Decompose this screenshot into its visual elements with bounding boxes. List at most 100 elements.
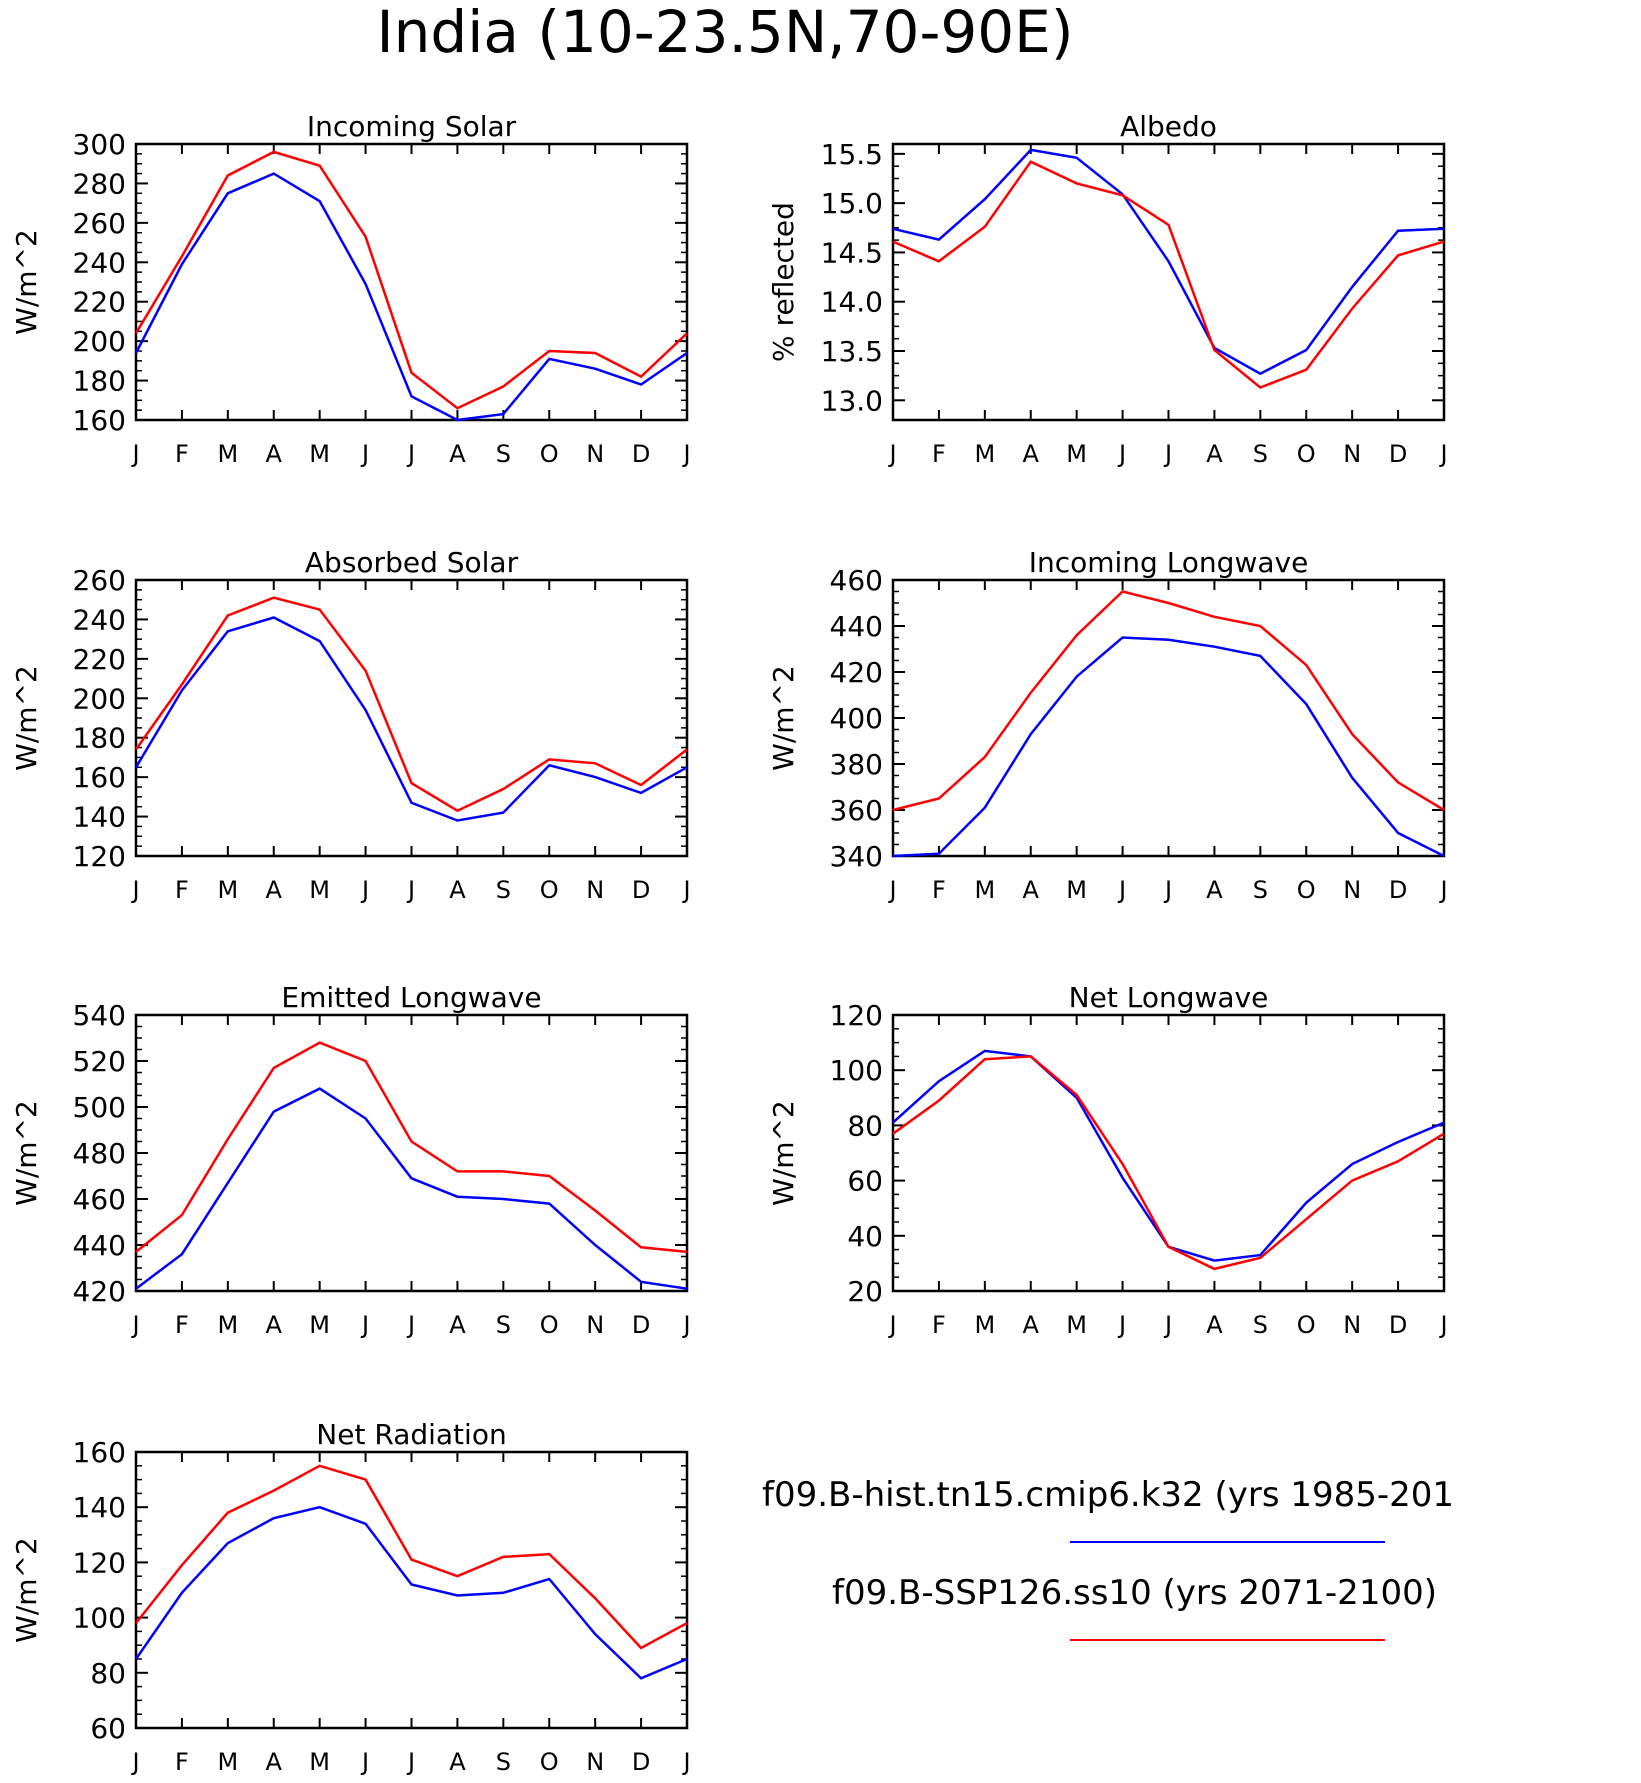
series-line-ssp126 xyxy=(892,1055,1445,1271)
y-axis-label: W/m^2 xyxy=(10,1537,43,1643)
x-tick-label: J xyxy=(1438,876,1447,904)
y-tick-label: 520 xyxy=(73,1045,126,1078)
y-tick-label: 180 xyxy=(73,365,126,398)
x-tick-label: A xyxy=(266,440,283,468)
x-tick-label: J xyxy=(360,1311,369,1339)
plot-frame xyxy=(134,142,689,422)
plot-frame xyxy=(134,1450,689,1730)
panel-title: Net Radiation xyxy=(316,1418,506,1451)
panel-title: Incoming Solar xyxy=(307,110,517,143)
y-axis-label: W/m^2 xyxy=(767,1100,800,1206)
panel-title: Net Longwave xyxy=(1069,981,1269,1014)
chart-panels: J F M A M J J A S O N D J160180200220240260280300Inc… xyxy=(10,110,1448,1776)
x-tick-label: M xyxy=(217,1311,238,1339)
y-tick-label: 180 xyxy=(73,722,126,755)
y-tick-label: 440 xyxy=(73,1229,126,1262)
y-tick-label: 540 xyxy=(73,999,126,1032)
x-tick-label: J xyxy=(360,1748,369,1776)
series-line-ssp126 xyxy=(892,590,1445,812)
panel-title: Emitted Longwave xyxy=(281,981,541,1014)
x-tick-label: F xyxy=(932,876,946,904)
x-tick-label: N xyxy=(1343,440,1361,468)
x-tick-label: J xyxy=(681,1748,690,1776)
x-tick-label: J xyxy=(1163,1311,1172,1339)
y-tick-label: 140 xyxy=(73,1491,126,1524)
x-tick-label: M xyxy=(1066,440,1087,468)
x-tick-label: F xyxy=(175,1748,189,1776)
x-tick-label: S xyxy=(1253,440,1268,468)
x-tick-label: O xyxy=(1297,1311,1316,1339)
y-tick-label: 13.0 xyxy=(821,384,883,417)
y-tick-label: 160 xyxy=(73,761,126,794)
y-tick-label: 160 xyxy=(73,404,126,437)
x-tick-label: M xyxy=(309,876,330,904)
plot-frame xyxy=(891,578,1446,858)
x-tick-label: J xyxy=(1163,440,1172,468)
series-line-ssp126 xyxy=(892,160,1445,389)
x-tick-label: N xyxy=(1343,1311,1361,1339)
y-tick-label: 360 xyxy=(830,794,883,827)
x-tick-label: J xyxy=(887,440,896,468)
x-tick-label: F xyxy=(932,1311,946,1339)
y-tick-label: 440 xyxy=(830,610,883,643)
x-tick-label: J xyxy=(406,1748,415,1776)
x-tick-label: O xyxy=(540,1748,559,1776)
y-tick-label: 420 xyxy=(73,1275,126,1308)
x-tick-label: M xyxy=(974,876,995,904)
x-tick-label: N xyxy=(586,1748,604,1776)
y-tick-label: 15.5 xyxy=(821,138,883,171)
x-tick-label: M xyxy=(217,1748,238,1776)
y-tick-label: 280 xyxy=(73,167,126,200)
plot-frame xyxy=(891,142,1446,422)
y-tick-label: 100 xyxy=(73,1602,126,1635)
plot-frame xyxy=(134,578,689,858)
y-tick-label: 300 xyxy=(73,128,126,161)
x-tick-label: O xyxy=(1297,440,1316,468)
x-tick-label: A xyxy=(266,1311,283,1339)
y-tick-label: 220 xyxy=(73,643,126,676)
y-tick-label: 340 xyxy=(830,840,883,873)
legend-label-ssp126: f09.B-SSP126.ss10 (yrs 2071-2100) xyxy=(832,1573,1437,1613)
x-tick-label: S xyxy=(496,440,511,468)
x-tick-label: A xyxy=(1206,440,1223,468)
panel-title: Absorbed Solar xyxy=(305,546,519,579)
x-tick-label: M xyxy=(217,876,238,904)
x-tick-label: D xyxy=(632,440,650,468)
x-tick-label: F xyxy=(175,1311,189,1339)
y-tick-label: 220 xyxy=(73,286,126,319)
x-tick-label: S xyxy=(1253,876,1268,904)
y-tick-label: 380 xyxy=(830,748,883,781)
y-tick-label: 240 xyxy=(73,603,126,636)
chart-panel-2: J F M A M J J A S O N D J13.013.514.014.515.015.5Alb… xyxy=(767,110,1448,468)
x-tick-label: A xyxy=(449,1748,466,1776)
y-tick-label: 14.0 xyxy=(821,286,883,319)
x-tick-label: J xyxy=(1163,876,1172,904)
y-tick-label: 260 xyxy=(73,207,126,240)
y-tick-label: 400 xyxy=(830,702,883,735)
x-tick-label: D xyxy=(632,1748,650,1776)
x-tick-label: A xyxy=(266,876,283,904)
y-axis-label: % reflected xyxy=(767,202,800,362)
y-tick-label: 460 xyxy=(830,564,883,597)
series-line-historical xyxy=(135,1087,688,1290)
y-axis-label: W/m^2 xyxy=(10,1100,43,1206)
y-tick-label: 60 xyxy=(847,1165,883,1198)
x-tick-label: J xyxy=(1117,876,1126,904)
series-line-historical xyxy=(134,1505,688,1680)
x-tick-label: A xyxy=(1206,876,1223,904)
chart-panel-1: J F M A M J J A S O N D J160180200220240260280300Inc… xyxy=(10,110,691,468)
x-tick-label: D xyxy=(632,876,650,904)
x-tick-label: M xyxy=(974,440,995,468)
x-tick-label: M xyxy=(974,1311,995,1339)
x-tick-label: M xyxy=(309,1311,330,1339)
y-tick-label: 200 xyxy=(73,325,126,358)
series-line-historical xyxy=(134,172,688,422)
legend: f09.B-hist.tn15.cmip6.k32 (yrs 1985-201 … xyxy=(762,1475,1454,1641)
chart-panel-3: J F M A M J J A S O N D J120140160180200220240260Abs… xyxy=(10,546,691,904)
x-tick-label: A xyxy=(449,876,466,904)
x-tick-label: J xyxy=(681,1311,690,1339)
y-tick-label: 160 xyxy=(73,1436,126,1469)
x-tick-label: N xyxy=(586,876,604,904)
x-tick-label: J xyxy=(406,1311,415,1339)
x-tick-label: J xyxy=(130,876,139,904)
